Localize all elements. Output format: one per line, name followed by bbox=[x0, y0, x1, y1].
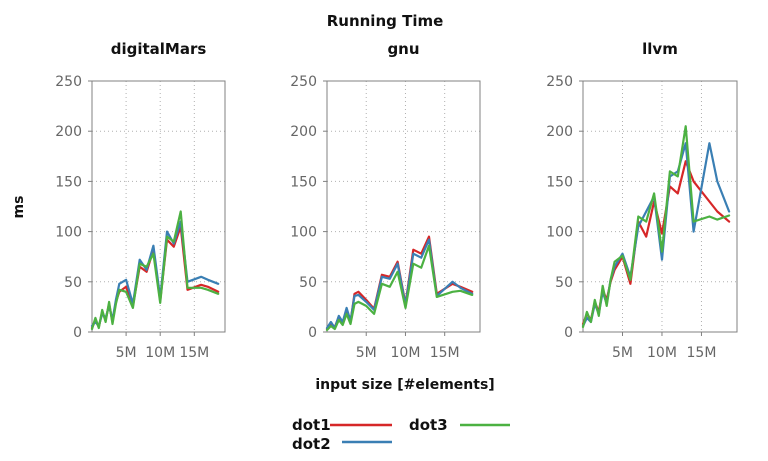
legend-label-dot1: dot1 bbox=[292, 416, 331, 434]
x-tick-label: 10M bbox=[391, 345, 421, 361]
panel-gnu: gnu 0 50 100 150 200 250 5M 10M 15M bbox=[290, 40, 481, 361]
plot-frame bbox=[326, 80, 481, 333]
x-tick-label: 15M bbox=[179, 345, 209, 361]
y-tick-label: 150 bbox=[290, 174, 317, 190]
panel-title: llvm bbox=[642, 40, 678, 58]
x-tick-label: 10M bbox=[647, 345, 677, 361]
legend-label-dot3: dot3 bbox=[409, 416, 448, 434]
x-axis-label: input size [#elements] bbox=[315, 377, 494, 393]
y-tick-label: 250 bbox=[546, 74, 573, 90]
panel-title: gnu bbox=[387, 40, 419, 58]
y-tick-label: 50 bbox=[555, 275, 573, 291]
y-tick-label: 250 bbox=[290, 74, 317, 90]
x-tick-label: 15M bbox=[687, 345, 717, 361]
legend-label-dot2: dot2 bbox=[292, 435, 331, 453]
plot-frame bbox=[91, 80, 226, 333]
plot-frame bbox=[582, 80, 738, 333]
y-tick-label: 100 bbox=[290, 225, 317, 241]
y-tick-label: 250 bbox=[55, 74, 82, 90]
y-tick-label: 150 bbox=[546, 174, 573, 190]
y-tick-label: 100 bbox=[55, 225, 82, 241]
y-tick-label: 200 bbox=[290, 124, 317, 140]
panel-llvm: llvm 0 50 100 150 200 250 5M 10M 15M bbox=[546, 40, 738, 361]
x-tick-label: 10M bbox=[145, 345, 175, 361]
chart-title: Running Time bbox=[327, 12, 444, 30]
y-axis-label: ms bbox=[11, 196, 27, 219]
y-tick-label: 100 bbox=[546, 225, 573, 241]
x-tick-label: 5M bbox=[612, 345, 633, 361]
y-tick-label: 200 bbox=[55, 124, 82, 140]
x-tick-label: 5M bbox=[116, 345, 137, 361]
y-tick-label: 0 bbox=[73, 325, 82, 341]
series-line-dot3 bbox=[581, 125, 731, 329]
panel-digitalMars: digitalMars 0 50 100 150 200 250 5M 10M 15M bbox=[55, 40, 226, 361]
panel-title: digitalMars bbox=[111, 40, 207, 58]
x-tick-label: 5M bbox=[356, 345, 377, 361]
y-tick-label: 200 bbox=[546, 124, 573, 140]
y-tick-label: 150 bbox=[55, 174, 82, 190]
y-tick-label: 0 bbox=[564, 325, 573, 341]
y-tick-label: 0 bbox=[308, 325, 317, 341]
y-tick-label: 50 bbox=[64, 275, 82, 291]
series-line-dot3 bbox=[325, 244, 474, 332]
series-line-dot3 bbox=[90, 210, 220, 331]
x-tick-label: 15M bbox=[430, 345, 460, 361]
y-tick-label: 50 bbox=[299, 275, 317, 291]
